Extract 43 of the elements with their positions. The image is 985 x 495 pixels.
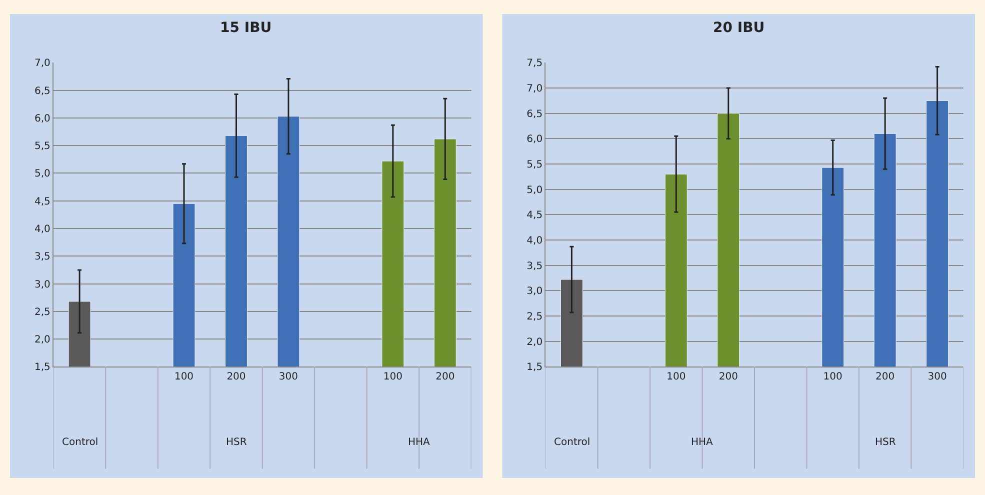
y-tick-label: 7,0	[526, 84, 543, 95]
y-tick-label: 7,0	[34, 58, 50, 70]
y-tick-label: 6,0	[526, 134, 543, 146]
x-tick-label: 100	[174, 372, 194, 383]
y-tick-label: 7,5	[526, 58, 543, 70]
x-tick-label: 100	[666, 372, 686, 383]
y-tick-label: 6,5	[34, 86, 50, 97]
y-tick-label: 4,0	[526, 236, 543, 247]
x-tick-label: 200	[226, 372, 246, 383]
y-tick-label: 5,5	[526, 160, 543, 171]
text: HHA	[408, 437, 430, 448]
x-tick-label: 300	[278, 372, 298, 383]
text: HSR	[875, 437, 896, 448]
text: Control	[62, 437, 98, 448]
y-tick-label: 4,0	[34, 224, 50, 235]
text: HSR	[226, 437, 247, 448]
y-tick-label: 1,5	[526, 362, 543, 374]
y-tick-label: 2,5	[526, 311, 543, 322]
chart-title: 15 IBU	[220, 20, 272, 36]
x-tick-label: 100	[383, 372, 402, 383]
y-tick-label: 5,0	[526, 184, 543, 196]
y-tick-label: 6,0	[34, 113, 50, 124]
y-tick-label: 2,0	[526, 336, 543, 348]
y-tick-label: 6,5	[526, 108, 543, 120]
text: Control	[554, 437, 590, 448]
y-tick-label: 5,5	[34, 141, 50, 152]
x-tick-label: 200	[436, 372, 455, 383]
y-tick-label: 3,0	[34, 279, 50, 290]
y-tick-label: 1,5	[34, 362, 50, 374]
y-tick-label: 4,5	[526, 210, 543, 222]
text: HHA	[691, 437, 714, 448]
y-tick-label: 3,0	[526, 286, 543, 298]
chart-title: 20 IBU	[713, 20, 765, 36]
y-tick-label: 4,5	[34, 196, 50, 208]
y-tick-label: 3,5	[526, 260, 543, 272]
x-tick-label: 100	[823, 372, 842, 383]
y-tick-label: 5,0	[34, 168, 50, 180]
y-tick-label: 2,5	[34, 306, 50, 318]
x-tick-label: 300	[928, 372, 947, 383]
x-tick-label: 200	[876, 372, 895, 383]
y-tick-label: 3,5	[34, 252, 50, 263]
x-tick-label: 200	[718, 372, 738, 383]
y-tick-label: 2,0	[34, 334, 50, 346]
